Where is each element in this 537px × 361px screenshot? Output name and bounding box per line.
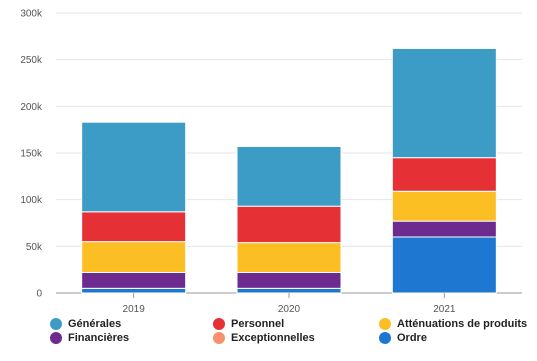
legend-swatch-attenuations (379, 318, 391, 330)
bar-segment-attenuations-de-produits-2020[interactable] (236, 242, 342, 273)
legend-swatch-exceptionnelles (213, 332, 225, 344)
stacked-bar-chart: 0 50k 100k 150k 200k 250k 300k 2019 2020 2021 (20, 9, 522, 315)
bar-segment-financieres-2019[interactable] (81, 271, 187, 289)
legend-swatch-personnel (213, 318, 225, 330)
bar-segment-attenuations-de-produits-2021[interactable] (391, 190, 497, 222)
legend-item-generales[interactable]: Générales (50, 318, 121, 330)
y-tick-label: 300k (20, 9, 43, 20)
y-tick-label: 0 (36, 289, 42, 300)
y-tick-label: 100k (20, 195, 43, 206)
y-tick-label: 200k (20, 102, 43, 113)
bar-segment-attenuations-de-produits-2019[interactable] (81, 241, 187, 273)
legend-item-personnel[interactable]: Personnel (213, 318, 284, 330)
x-tick-label-2020: 2020 (278, 304, 301, 315)
legend-label-exceptionnelles: Exceptionnelles (231, 332, 315, 344)
legend-item-financieres[interactable]: Financières (50, 332, 129, 344)
bar-segment-financieres-2020[interactable] (236, 271, 342, 289)
bar-segment-generales-2021[interactable] (391, 47, 497, 159)
bar-segment-ordre-2019[interactable] (81, 287, 187, 294)
bar-segment-personnel-2021[interactable] (391, 157, 497, 192)
y-axis: 0 50k 100k 150k 200k 250k 300k (20, 9, 43, 300)
bar-segment-ordre-2021[interactable] (391, 236, 497, 294)
legend-item-attenuations[interactable]: Atténuations de produits (379, 318, 527, 330)
y-tick-label: 250k (20, 55, 43, 66)
bars (81, 47, 497, 294)
bar-segment-generales-2019[interactable] (81, 121, 187, 213)
bar-segment-financieres-2021[interactable] (391, 220, 497, 238)
x-tick-label-2019: 2019 (123, 304, 146, 315)
x-axis: 2019 2020 2021 (123, 293, 456, 315)
legend-swatch-generales (50, 318, 62, 330)
x-tick-label-2021: 2021 (433, 304, 456, 315)
legend-item-exceptionnelles[interactable]: Exceptionnelles (213, 332, 315, 344)
bar-segment-ordre-2020[interactable] (236, 287, 342, 294)
legend-swatch-ordre (379, 332, 391, 344)
bar-segment-generales-2020[interactable] (236, 145, 342, 207)
legend-label-attenuations: Atténuations de produits (397, 318, 528, 330)
legend-item-ordre[interactable]: Ordre (379, 332, 427, 344)
y-tick-label: 50k (26, 242, 43, 253)
legend-label-generales: Générales (68, 318, 122, 330)
legend-label-financieres: Financières (68, 332, 130, 344)
bar-segment-personnel-2020[interactable] (236, 205, 342, 244)
legend-label-personnel: Personnel (231, 318, 285, 330)
y-tick-label: 150k (20, 149, 43, 160)
bar-segment-personnel-2019[interactable] (81, 211, 187, 243)
legend: Générales Personnel Atténuations de prod… (0, 318, 537, 361)
legend-swatch-financieres (50, 332, 62, 344)
legend-label-ordre: Ordre (397, 332, 427, 344)
